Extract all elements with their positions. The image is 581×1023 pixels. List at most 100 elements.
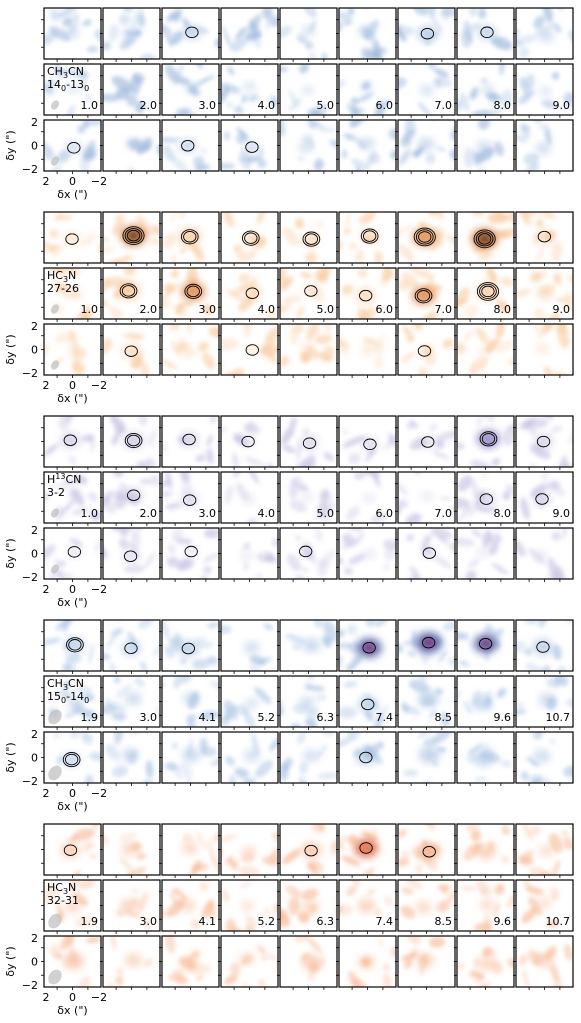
- contour: [480, 26, 494, 39]
- channel-panel: [336, 619, 397, 674]
- velocity-label: 10.7: [546, 711, 571, 724]
- emission-noise: [375, 620, 389, 627]
- channel-panel: 6.0: [336, 471, 397, 526]
- emission-noise: [118, 856, 133, 872]
- emission-noise: [457, 537, 475, 547]
- x-axis-label: δx ("): [57, 596, 87, 609]
- channel-panel: [513, 211, 574, 266]
- emission-noise: [109, 982, 115, 987]
- channel-panel: [454, 7, 515, 62]
- emission-noise: [280, 700, 285, 708]
- emission-noise: [398, 829, 407, 838]
- emission-noise: [162, 298, 171, 310]
- source-emission: [67, 546, 82, 558]
- contour: [241, 230, 260, 246]
- contour: [245, 344, 259, 356]
- velocity-label: 7.0: [435, 507, 453, 520]
- source-emission: [303, 232, 320, 246]
- emission-noise: [474, 777, 489, 782]
- channel-panel: [336, 527, 397, 582]
- emission-noise: [556, 676, 569, 687]
- emission-noise: [171, 30, 183, 45]
- emission-noise: [236, 132, 247, 144]
- emission-noise: [449, 542, 455, 552]
- emission-noise: [202, 552, 219, 563]
- contour: [63, 434, 77, 447]
- emission-noise: [480, 77, 488, 84]
- emission-noise: [373, 741, 385, 750]
- x-tick-label: 0: [69, 175, 76, 188]
- emission-noise: [301, 888, 319, 901]
- source-peak: [478, 637, 494, 650]
- emission-noise: [44, 85, 55, 96]
- source-emission: [180, 346, 196, 358]
- emission-noise: [171, 742, 178, 750]
- emission-noise: [533, 15, 545, 29]
- emission-noise: [53, 215, 74, 220]
- emission-noise: [557, 324, 566, 330]
- velocity-label: 8.5: [435, 915, 453, 928]
- source-emission: [301, 85, 315, 96]
- emission-noise: [470, 478, 479, 499]
- emission-noise: [308, 52, 317, 59]
- channel-panel: [336, 119, 397, 174]
- emission-noise: [435, 146, 447, 152]
- emission-noise: [145, 760, 154, 779]
- emission-noise: [93, 535, 101, 553]
- y-tick-label: 2: [31, 728, 38, 741]
- emission-noise: [232, 452, 239, 467]
- emission-noise: [50, 889, 62, 895]
- emission-noise: [165, 502, 182, 510]
- emission-noise: [440, 716, 451, 727]
- emission-noise: [472, 843, 482, 854]
- emission-noise: [339, 654, 343, 671]
- emission-noise: [388, 433, 396, 447]
- contour: [535, 493, 549, 505]
- emission-noise: [289, 499, 307, 513]
- source-emission: [535, 550, 548, 561]
- emission-noise: [516, 134, 527, 144]
- emission-noise: [136, 460, 147, 467]
- emission-noise: [199, 148, 208, 154]
- emission-noise: [398, 24, 415, 36]
- source-emission: [479, 898, 495, 911]
- emission-noise: [302, 567, 309, 573]
- emission-noise: [264, 327, 278, 350]
- velocity-label: 3.0: [199, 303, 217, 316]
- emission-noise: [474, 982, 490, 987]
- source-emission: [243, 641, 260, 655]
- emission-noise: [348, 452, 361, 464]
- source-emission: [363, 549, 376, 560]
- velocity-label: 7.0: [435, 303, 453, 316]
- source-emission: [301, 25, 315, 37]
- emission-noise: [540, 871, 553, 875]
- emission-noise: [298, 761, 309, 775]
- emission-noise: [246, 156, 261, 163]
- emission-noise: [496, 324, 505, 339]
- source-emission: [422, 547, 437, 559]
- emission-noise: [225, 755, 235, 766]
- emission-noise: [430, 528, 453, 540]
- channel-panel: [218, 731, 279, 786]
- emission-noise: [65, 104, 76, 115]
- emission-noise: [108, 305, 123, 319]
- source-emission: [480, 84, 495, 95]
- emission-noise: [516, 28, 520, 36]
- emission-noise: [419, 676, 427, 683]
- source-emission: [355, 749, 376, 766]
- source-emission: [300, 842, 322, 859]
- emission-noise: [562, 528, 567, 540]
- emission-noise: [230, 37, 246, 53]
- emission-noise: [132, 888, 138, 895]
- emission-noise: [280, 275, 294, 292]
- emission-noise: [305, 936, 323, 954]
- emission-noise: [400, 355, 408, 365]
- emission-noise: [492, 902, 501, 919]
- emission-noise: [270, 848, 278, 860]
- channel-panel: 1.9: [41, 675, 102, 730]
- emission-noise: [164, 936, 176, 954]
- channel-panel: [277, 619, 338, 674]
- emission-noise: [408, 679, 430, 693]
- emission-noise: [342, 19, 353, 26]
